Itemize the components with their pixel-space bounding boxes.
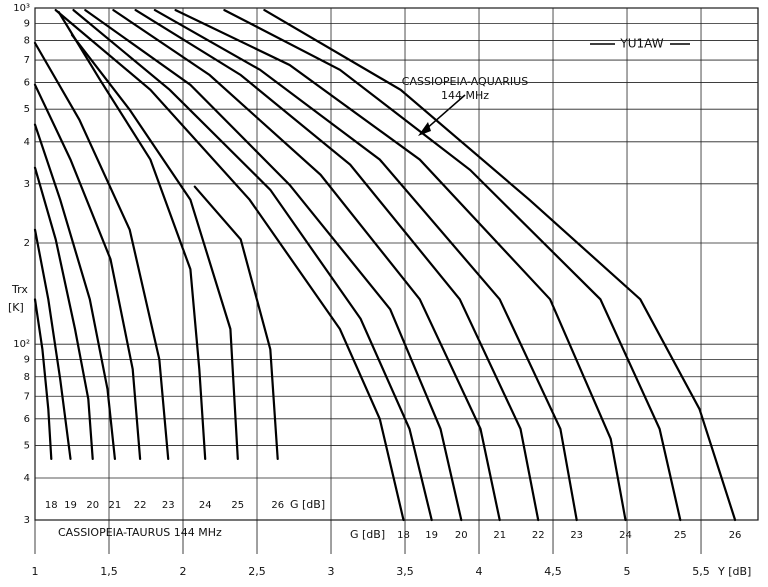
curve <box>54 9 405 522</box>
curve <box>134 9 540 522</box>
curve <box>84 9 463 522</box>
family-name: CASSIOPEIA-AQUARIUS <box>402 75 528 88</box>
curve <box>33 298 53 460</box>
x-tick-label: 4,5 <box>544 565 562 578</box>
series-label: 26 <box>729 530 742 541</box>
curve <box>33 41 170 460</box>
series-label: 22 <box>134 500 147 511</box>
curve <box>174 9 627 522</box>
y-tick-label: 4 <box>24 137 30 148</box>
curve <box>193 185 279 460</box>
curve <box>112 9 501 522</box>
series-label: 21 <box>109 500 122 511</box>
curve <box>72 9 433 522</box>
y-tick-label: 5 <box>24 440 30 451</box>
series-label: 19 <box>64 500 77 511</box>
curve <box>263 9 737 522</box>
y-tick-label: 10² <box>13 339 30 350</box>
curve <box>33 123 116 460</box>
curve <box>33 83 142 460</box>
y-tick-label: 8 <box>24 36 30 47</box>
series-label-title: G [dB] <box>290 498 325 511</box>
y-tick-label: 6 <box>24 414 30 425</box>
curve <box>57 10 207 460</box>
y-tick-label: 2 <box>24 238 30 249</box>
y-tick-label: 6 <box>24 78 30 89</box>
y-axis-label: [K] <box>8 301 24 314</box>
x-tick-label: 2,5 <box>248 565 266 578</box>
curve <box>33 228 72 460</box>
series-label: 18 <box>397 530 410 541</box>
x-tick-label: 5 <box>624 565 631 578</box>
y-tick-label: 9 <box>24 355 30 366</box>
curve <box>153 9 578 522</box>
y-tick-label: 9 <box>24 18 30 29</box>
x-axis-label: Y [dB] <box>717 565 751 578</box>
series-label: 19 <box>425 530 438 541</box>
x-tick-label: 1 <box>32 565 39 578</box>
series-label: 18 <box>45 500 58 511</box>
y-tick-label: 3 <box>24 515 30 526</box>
y-tick-label: 5 <box>24 104 30 115</box>
y-tick-label: 7 <box>24 55 30 66</box>
x-tick-label: 3 <box>328 565 335 578</box>
family-name: 144 MHz <box>441 89 489 102</box>
x-tick-label: 4 <box>476 565 483 578</box>
y-tick-label: 3 <box>24 179 30 190</box>
series-label-title: G [dB] <box>350 528 385 541</box>
series-label: 21 <box>493 530 506 541</box>
curve <box>223 9 682 522</box>
series-label: 25 <box>231 500 244 511</box>
y-tick-label: 7 <box>24 391 30 402</box>
series-label: 23 <box>162 500 175 511</box>
x-tick-label: 5,5 <box>692 565 710 578</box>
family-name: CASSIOPEIA-TAURUS 144 MHz <box>58 526 222 539</box>
series-label: 20 <box>86 500 99 511</box>
series-label: 22 <box>532 530 545 541</box>
series-label: 26 <box>271 500 284 511</box>
x-tick-label: 3,5 <box>396 565 414 578</box>
x-tick-label: 1,5 <box>100 565 118 578</box>
curve <box>33 166 94 460</box>
y-tick-label: 10³ <box>13 3 30 14</box>
curve <box>70 33 239 460</box>
series-label: 23 <box>570 530 583 541</box>
y-axis-label: Trx <box>11 283 28 296</box>
series-label: 25 <box>674 530 687 541</box>
series-label: 24 <box>199 500 212 511</box>
x-tick-label: 2 <box>180 565 187 578</box>
y-tick-label: 8 <box>24 372 30 383</box>
leader <box>424 94 466 131</box>
note: YU1AW <box>619 37 663 51</box>
series-label: 20 <box>455 530 468 541</box>
series-label: 24 <box>619 530 632 541</box>
y-tick-label: 4 <box>24 473 30 484</box>
